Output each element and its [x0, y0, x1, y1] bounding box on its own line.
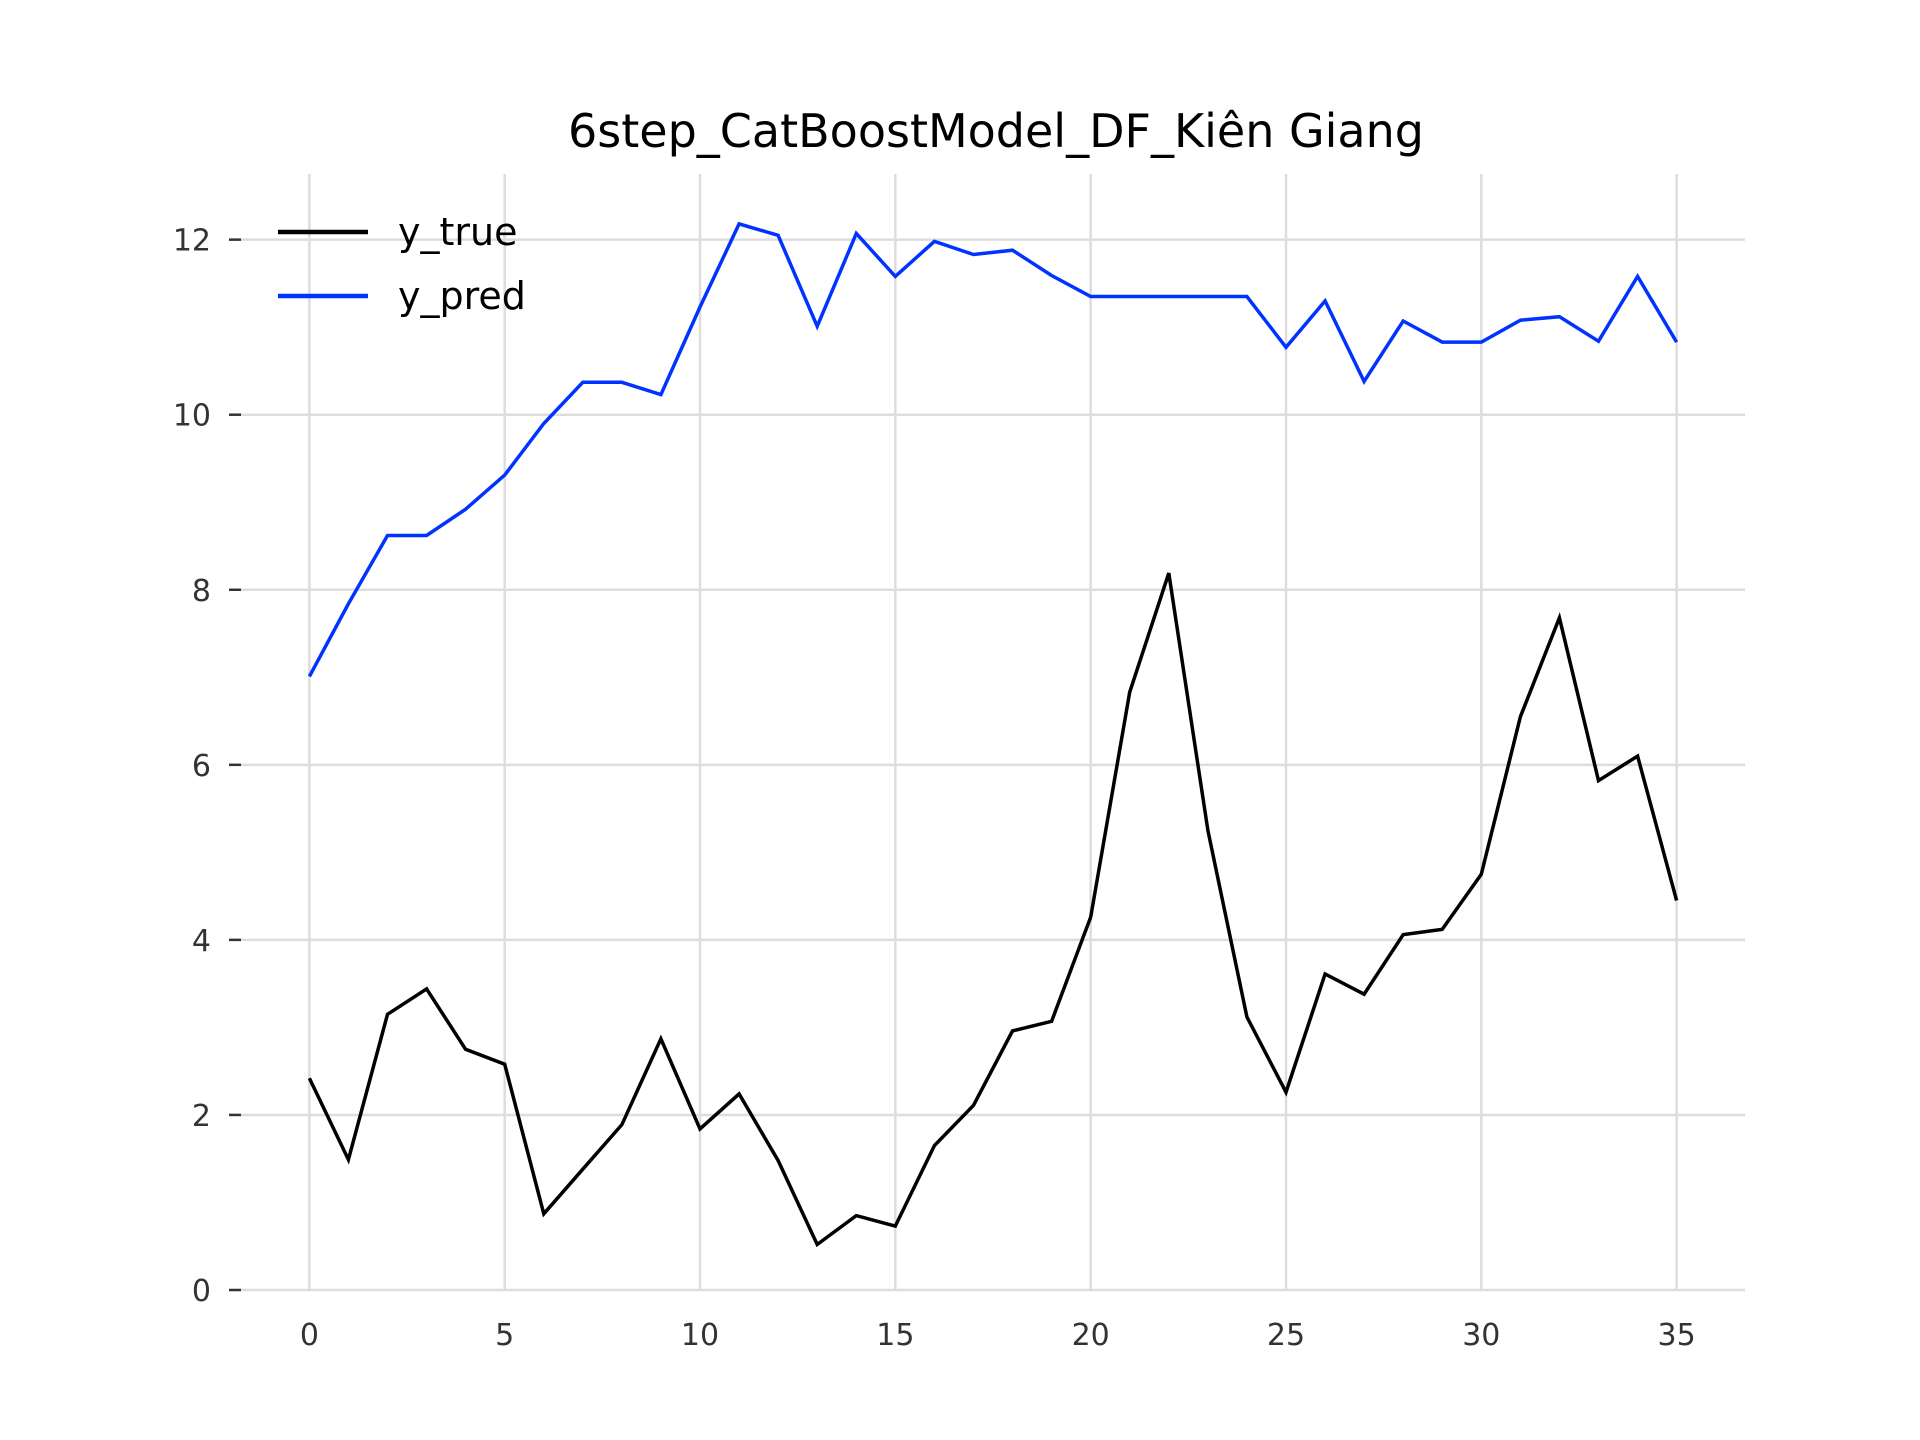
x-tick-label: 0 — [300, 1318, 319, 1353]
series-line-y-pred — [307, 221, 1679, 678]
y-tick-label: 0 — [192, 1274, 211, 1309]
y-tick-label: 6 — [192, 749, 211, 784]
series-line-y-true — [307, 572, 1679, 1248]
axes: 0 5 10 15 20 25 30 35 0 2 4 6 8 10 12 — [173, 224, 1696, 1353]
legend: y_true y_pred — [278, 210, 526, 318]
y-tick-label: 2 — [192, 1099, 211, 1134]
x-tick-label: 30 — [1462, 1318, 1500, 1353]
x-tick-label: 5 — [495, 1318, 514, 1353]
legend-label-y-true: y_true — [398, 210, 517, 254]
y-tick-label: 8 — [192, 574, 211, 609]
chart-title: 6step_CatBoostModel_DF_Kiên Giang — [568, 104, 1424, 158]
x-tick-label: 20 — [1072, 1318, 1110, 1353]
y-tick-label: 12 — [173, 224, 211, 259]
y-tick-label: 4 — [192, 924, 211, 959]
grid — [241, 174, 1745, 1292]
series-lines — [307, 221, 1679, 1248]
x-tick-label: 10 — [681, 1318, 719, 1353]
x-tick-label: 35 — [1658, 1318, 1696, 1353]
x-tick-label: 15 — [876, 1318, 914, 1353]
y-tick-label: 10 — [173, 399, 211, 434]
legend-label-y-pred: y_pred — [398, 274, 526, 318]
x-tick-label: 25 — [1267, 1318, 1305, 1353]
